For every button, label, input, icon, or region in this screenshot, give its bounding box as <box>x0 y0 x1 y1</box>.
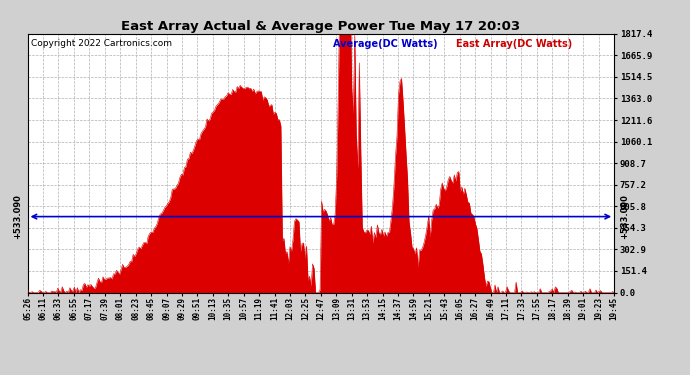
Text: Average(DC Watts): Average(DC Watts) <box>333 39 437 49</box>
Text: +533.090: +533.090 <box>12 194 22 239</box>
Title: East Array Actual & Average Power Tue May 17 20:03: East Array Actual & Average Power Tue Ma… <box>121 20 520 33</box>
Text: +533.090: +533.090 <box>620 194 629 239</box>
Text: Copyright 2022 Cartronics.com: Copyright 2022 Cartronics.com <box>30 39 172 48</box>
Text: East Array(DC Watts): East Array(DC Watts) <box>455 39 572 49</box>
